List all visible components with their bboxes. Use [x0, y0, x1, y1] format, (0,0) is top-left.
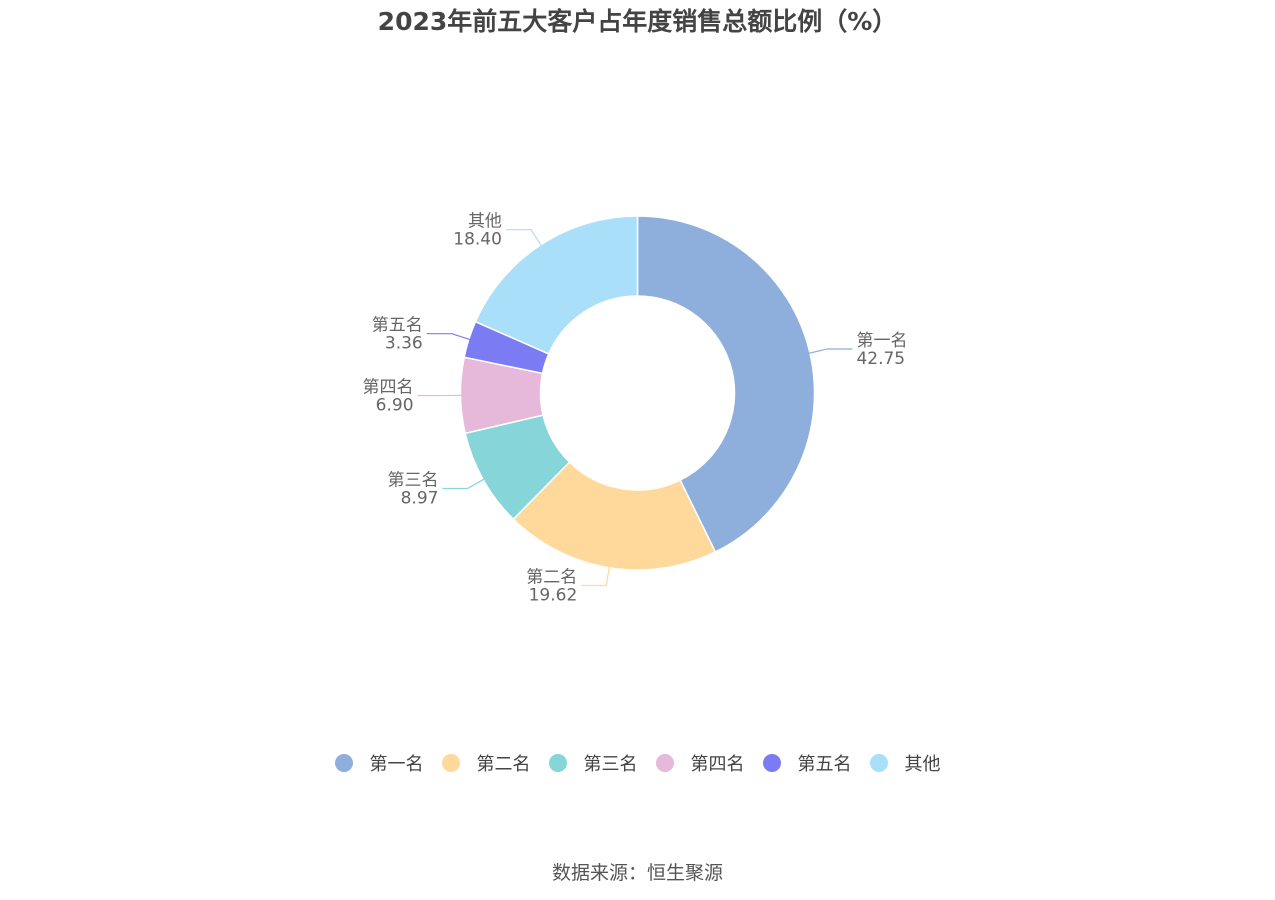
- legend-item[interactable]: 第二名: [441, 750, 531, 776]
- slice-value-label: 18.40: [453, 230, 502, 250]
- data-source: 数据来源：恒生聚源: [551, 862, 723, 884]
- label-leader-line: [442, 478, 486, 490]
- legend-color-dot: [441, 754, 460, 772]
- label-leader-line: [807, 348, 853, 355]
- slice-value-label: 19.62: [529, 585, 578, 605]
- slice-category-label: 其他: [468, 212, 502, 232]
- pie-slice[interactable]: [636, 215, 816, 553]
- legend-color-dot: [334, 754, 353, 772]
- legend-label: 第二名: [476, 754, 531, 775]
- legend-item[interactable]: 第四名: [655, 750, 745, 776]
- legend-label: 第四名: [690, 754, 745, 775]
- legend-item[interactable]: 第一名: [334, 750, 424, 776]
- slice-category-label: 第五名: [372, 316, 423, 336]
- legend-item[interactable]: 第五名: [762, 750, 852, 776]
- pie-slice[interactable]: [512, 461, 717, 571]
- label-leader-line: [505, 229, 543, 247]
- legend-label: 第五名: [797, 754, 852, 775]
- legend-color-dot: [655, 754, 674, 772]
- legend-label: 第一名: [369, 754, 424, 775]
- legend-item[interactable]: 第三名: [548, 750, 638, 776]
- slice-category-label: 第四名: [363, 378, 414, 398]
- slice-value-label: 3.36: [385, 334, 423, 354]
- pie-slice[interactable]: [474, 215, 639, 355]
- slice-value-label: 42.75: [856, 349, 905, 369]
- legend: 第一名 第二名 第三名 第四名 第五名 其他: [0, 750, 1275, 776]
- legend-color-dot: [762, 754, 781, 772]
- label-leader-line: [581, 565, 611, 587]
- legend-color-dot: [869, 754, 888, 772]
- legend-label: 第三名: [583, 754, 638, 775]
- slice-value-label: 6.90: [376, 396, 414, 416]
- legend-item[interactable]: 其他: [869, 750, 941, 776]
- legend-label: 其他: [904, 754, 941, 775]
- slice-category-label: 第二名: [526, 567, 577, 587]
- legend-color-dot: [548, 754, 567, 772]
- slice-category-label: 第三名: [387, 470, 438, 490]
- slice-category-label: 第一名: [856, 331, 907, 351]
- label-leader-line: [426, 333, 471, 341]
- chart-title: 2023年前五大客户占年度销售总额比例（%）: [377, 7, 898, 36]
- slice-value-label: 8.97: [401, 488, 439, 508]
